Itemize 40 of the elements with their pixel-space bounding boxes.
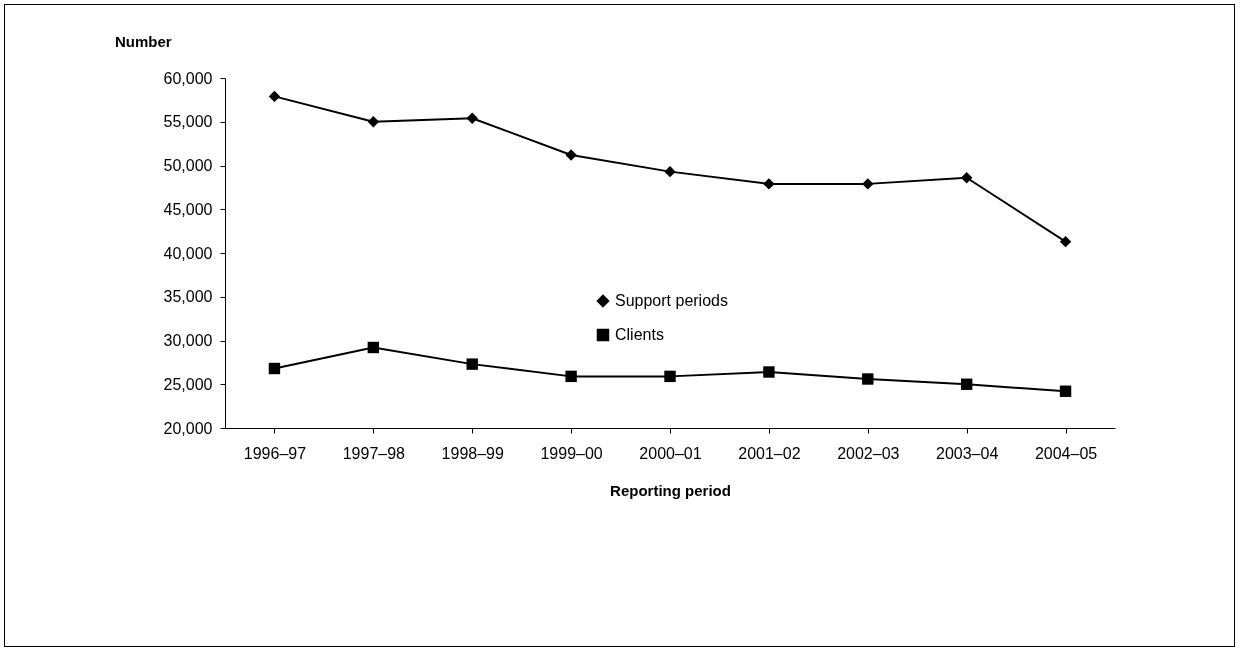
point <box>565 149 577 161</box>
point <box>960 172 973 184</box>
point <box>466 358 478 370</box>
y-tick-label: 25,000 <box>163 375 213 393</box>
y-tick-label: 40,000 <box>163 244 213 262</box>
point <box>367 116 380 128</box>
x-tick-label: 2000–01 <box>639 444 702 462</box>
x-tick-label: 2004–05 <box>1034 444 1098 462</box>
point <box>664 165 676 178</box>
y-tick-label: 50,000 <box>163 157 213 174</box>
point <box>763 178 775 190</box>
y-tick-label: 55,000 <box>163 113 213 131</box>
point <box>268 362 281 375</box>
x-tick-label: 1997–98 <box>342 444 406 462</box>
point <box>664 370 676 383</box>
point <box>960 378 973 390</box>
legend-label: Support periods <box>615 292 728 309</box>
x-axis-title: Reporting period <box>610 481 731 499</box>
y-tick-label: 20,000 <box>163 419 213 437</box>
point <box>268 90 281 103</box>
point <box>1059 235 1072 248</box>
point <box>466 112 478 124</box>
y-tick-label: 35,000 <box>163 288 213 306</box>
point <box>862 373 874 385</box>
y-tick-label: 45,000 <box>163 200 213 218</box>
x-tick-label: 1996–97 <box>243 444 307 462</box>
x-tick-label: 2003–04 <box>936 444 999 462</box>
point <box>862 178 874 190</box>
point <box>1059 385 1072 397</box>
y-tick-label: 60,000 <box>163 69 213 87</box>
legend-label: Clients <box>615 326 664 343</box>
point <box>763 366 775 378</box>
point <box>565 370 577 383</box>
x-tick-label: 2002–03 <box>837 444 900 462</box>
y-axis-title: Number <box>115 33 172 50</box>
y-tick-label: 30,000 <box>163 332 213 349</box>
x-tick-label: 1999–00 <box>540 444 603 462</box>
x-tick-label: 1998–99 <box>441 444 504 462</box>
x-tick-label: 2001–02 <box>738 444 801 462</box>
point <box>367 341 380 354</box>
